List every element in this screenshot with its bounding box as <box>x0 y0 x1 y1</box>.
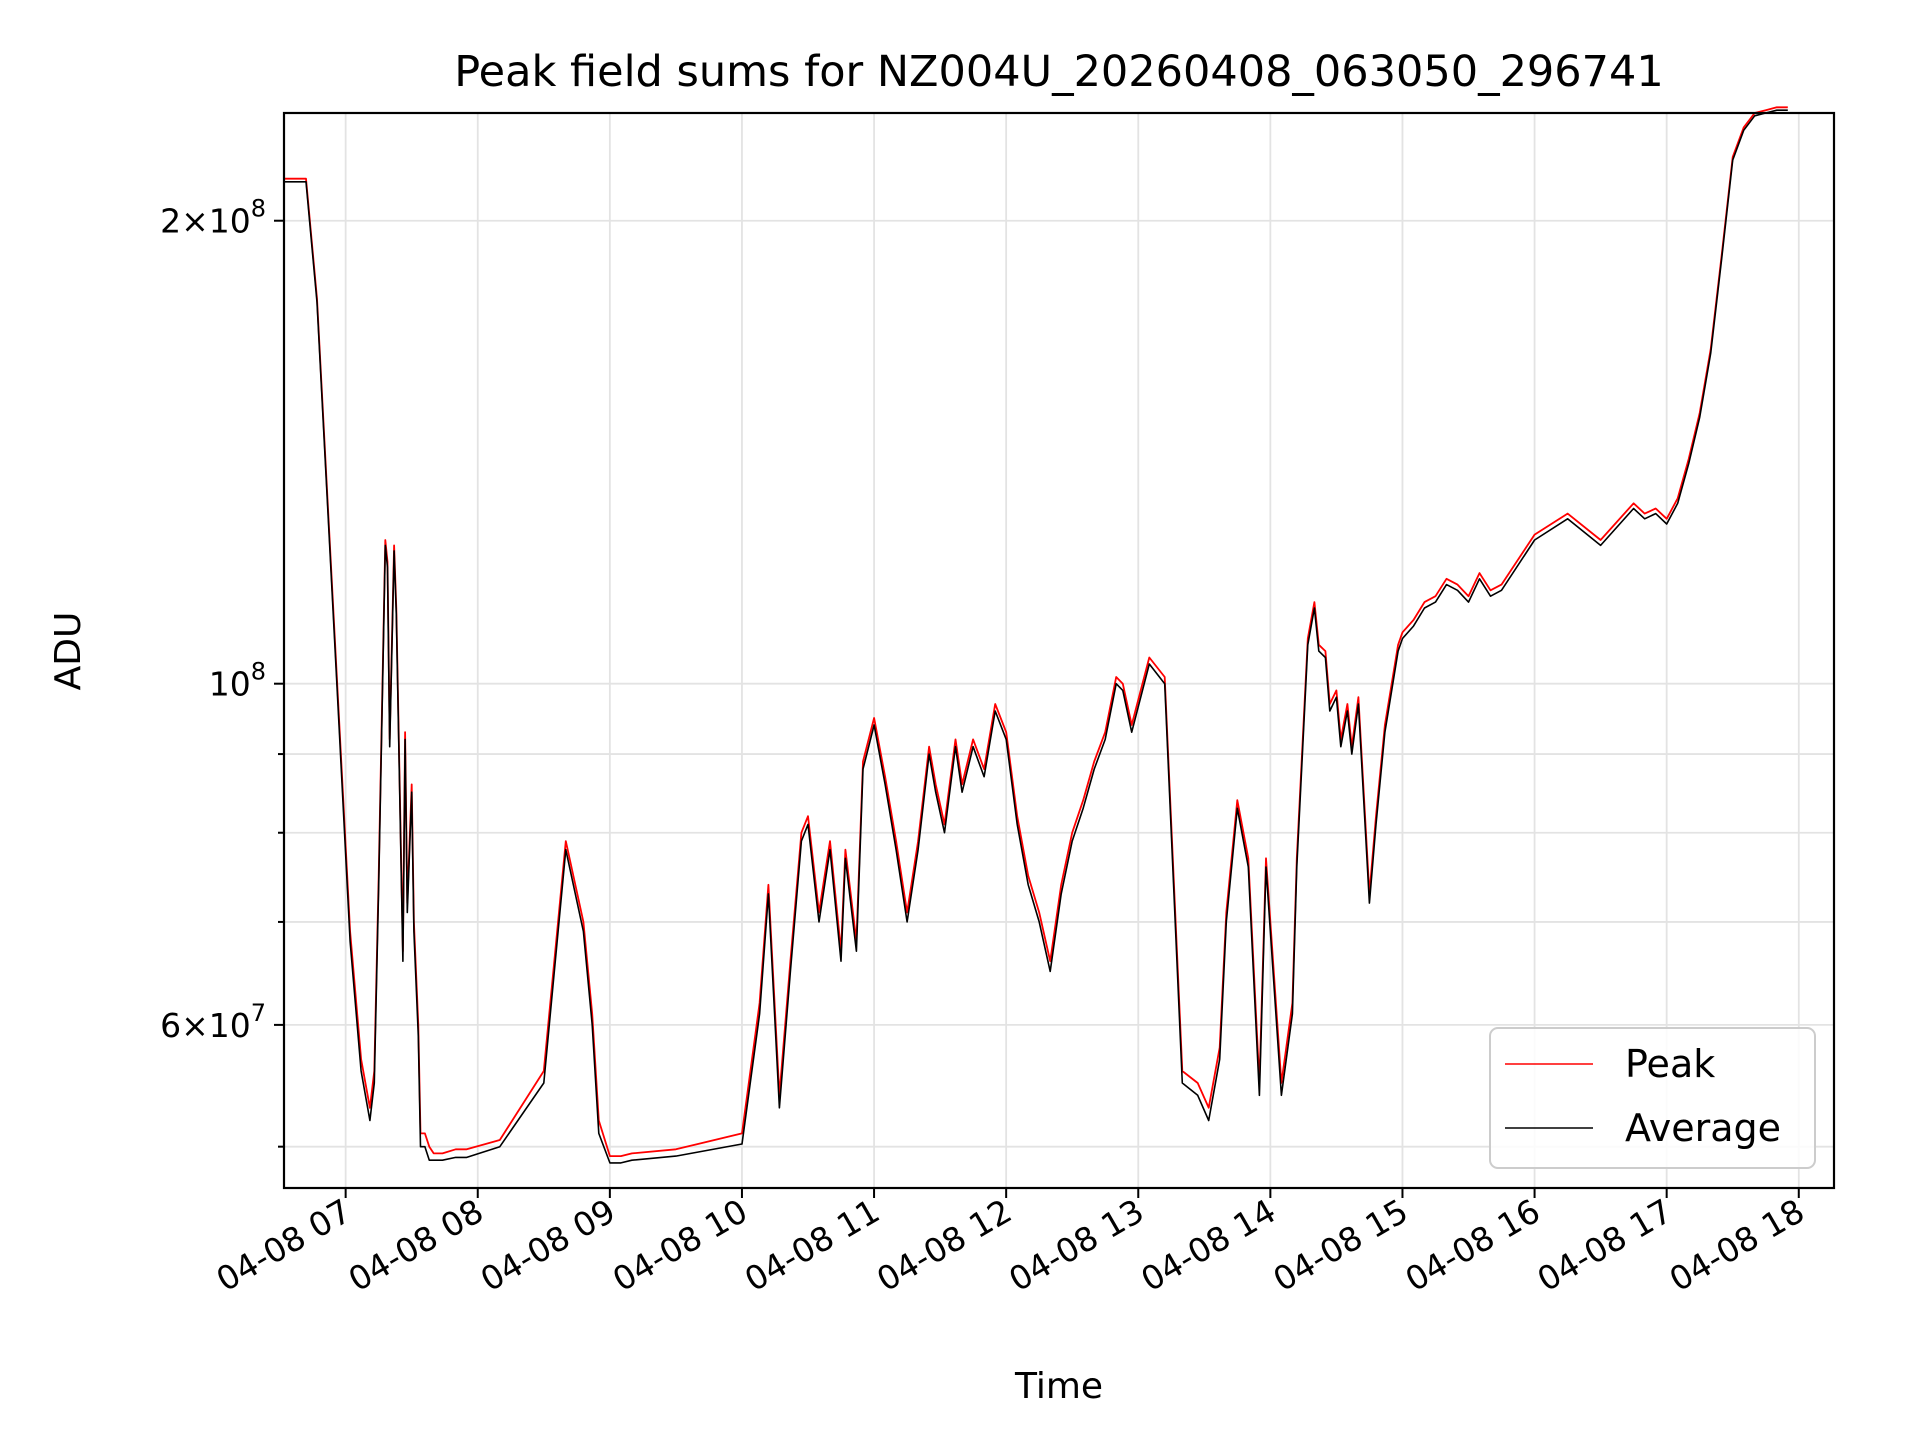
legend-box <box>1489 1027 1816 1169</box>
chart-title: Peak field sums for NZ004U_20260408_0630… <box>454 47 1663 97</box>
legend: Peak Average <box>1489 1027 1816 1169</box>
legend-label-peak: Peak <box>1625 1042 1715 1086</box>
legend-label-average: Average <box>1625 1106 1781 1150</box>
y-axis-label: ADU <box>48 612 89 691</box>
x-tick-label: 04-08 14 <box>1134 1191 1282 1299</box>
x-tick-label: 04-08 08 <box>342 1191 490 1299</box>
y-tick-label: 2×108 <box>160 195 266 241</box>
series-line-peak <box>284 106 1788 1157</box>
x-axis-label: Time <box>1014 1366 1103 1407</box>
x-tick-label: 04-08 12 <box>870 1191 1018 1299</box>
x-tick-label: 04-08 15 <box>1266 1191 1414 1299</box>
y-tick-label: 108 <box>209 658 266 704</box>
y-tick-label: 6×107 <box>160 999 266 1045</box>
x-tick-label: 04-08 18 <box>1663 1191 1811 1299</box>
x-tick-label: 04-08 13 <box>1002 1191 1150 1299</box>
x-tick-label: 04-08 09 <box>474 1191 622 1299</box>
plot-area-frame <box>282 111 1836 1190</box>
series-layer <box>284 106 1788 1164</box>
x-tick-label: 04-08 07 <box>210 1191 358 1299</box>
x-tick-label: 04-08 11 <box>738 1191 886 1299</box>
x-tick-label: 04-08 10 <box>606 1191 754 1299</box>
grid <box>284 113 1834 1188</box>
x-tick-label: 04-08 16 <box>1399 1191 1547 1299</box>
x-tick-label: 04-08 17 <box>1531 1191 1679 1299</box>
series-line-average <box>284 109 1788 1164</box>
y-axis-ticks: 6×107 108 2×108 <box>160 195 284 1148</box>
